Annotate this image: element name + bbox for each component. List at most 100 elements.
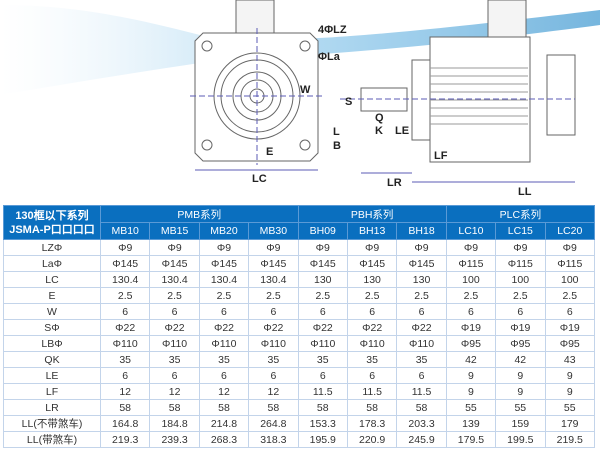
table-cell: 130.4 xyxy=(149,271,200,288)
table-cell: 9 xyxy=(445,383,497,400)
table-cell: Φ110 xyxy=(346,335,398,352)
table-cell: 12 xyxy=(198,383,250,400)
table-cell: 11.5 xyxy=(297,383,348,400)
table-row: LF 12 12 12 12 11.5 11.5 11.5 9 9 9 xyxy=(3,383,596,400)
table-cell: 100 xyxy=(495,271,546,288)
table-cell: 130.4 xyxy=(99,271,151,288)
label-le: LE xyxy=(395,125,409,137)
table-cell: 219.3 xyxy=(99,431,151,448)
label-l: L xyxy=(333,126,340,138)
table-cell: Φ9 xyxy=(99,239,151,256)
table-cell: 12 xyxy=(149,383,200,400)
table-cell: 100 xyxy=(544,271,596,288)
table-cell: Φ110 xyxy=(99,335,151,352)
table-cell: Φ115 xyxy=(495,255,546,272)
table-cell: 130 xyxy=(396,271,447,288)
table-cell: Φ9 xyxy=(396,239,447,256)
table-cell: 12 xyxy=(248,383,299,400)
label-b: B xyxy=(333,140,341,152)
table-cell: Φ9 xyxy=(198,239,250,256)
table-cell: 35 xyxy=(149,351,200,368)
table-cell: 130 xyxy=(297,271,348,288)
table-cell: Φ9 xyxy=(495,239,546,256)
table-cell: 6 xyxy=(297,367,348,384)
model-header: MB10 xyxy=(99,222,151,240)
table-cell: Φ9 xyxy=(248,239,299,256)
table-row: SΦ Φ22 Φ22 Φ22 Φ22 Φ22 Φ22 Φ22 Φ19 Φ19 Φ19 xyxy=(3,319,596,336)
table-cell: 6 xyxy=(99,367,151,384)
label-4-lz: 4ΦLZ xyxy=(318,24,347,36)
model-header: BH09 xyxy=(297,222,348,240)
front-view xyxy=(190,0,322,171)
table-cell: 2.5 xyxy=(149,287,200,304)
table-cell: Φ22 xyxy=(198,319,250,336)
table-cell: 43 xyxy=(544,351,596,368)
table-cell: 219.5 xyxy=(544,431,596,448)
table-cell: Φ19 xyxy=(544,319,596,336)
row-label: QK xyxy=(3,351,101,368)
table-cell: 139 xyxy=(445,415,497,432)
table-cell: 55 xyxy=(445,399,497,416)
table-cell: 239.3 xyxy=(149,431,200,448)
table-cell: Φ22 xyxy=(396,319,447,336)
table-cell: 42 xyxy=(495,351,546,368)
table-cell: 264.8 xyxy=(248,415,299,432)
table-cell: 6 xyxy=(248,367,299,384)
table-cell: 35 xyxy=(346,351,398,368)
table-cell: 184.8 xyxy=(149,415,200,432)
table-row: LR 58 58 58 58 58 58 58 55 55 55 xyxy=(3,399,596,416)
table-row: E 2.5 2.5 2.5 2.5 2.5 2.5 2.5 2.5 2.5 2.5 xyxy=(3,287,596,304)
table-cell: 179.5 xyxy=(445,431,497,448)
row-label: LE xyxy=(3,367,101,384)
table-cell: 245.9 xyxy=(396,431,447,448)
table-row: QK 35 35 35 35 35 35 35 42 42 43 xyxy=(3,351,596,368)
table-row: LZΦ Φ9 Φ9 Φ9 Φ9 Φ9 Φ9 Φ9 Φ9 Φ9 Φ9 xyxy=(3,239,596,256)
table-cell: Φ19 xyxy=(495,319,546,336)
table-cell: 55 xyxy=(495,399,546,416)
table-cell: Φ110 xyxy=(396,335,447,352)
table-cell: 6 xyxy=(99,303,151,320)
table-cell: 2.5 xyxy=(248,287,299,304)
table-cell: Φ110 xyxy=(198,335,250,352)
row-label: LaΦ xyxy=(3,255,101,272)
table-cell: 2.5 xyxy=(495,287,546,304)
group-header-plc: PLC系列 xyxy=(445,205,596,223)
row-label: LBΦ xyxy=(3,335,101,352)
table-cell: 6 xyxy=(198,303,250,320)
table-cell: Φ115 xyxy=(544,255,596,272)
table-cell: 35 xyxy=(198,351,250,368)
model-header: BH18 xyxy=(396,222,447,240)
table-cell: 6 xyxy=(198,367,250,384)
model-header: MB30 xyxy=(248,222,299,240)
group-header-pmb: PMB系列 xyxy=(100,205,299,223)
table-cell: 6 xyxy=(445,303,497,320)
table-cell: 9 xyxy=(495,383,546,400)
table-cell: Φ9 xyxy=(445,239,497,256)
table-cell: 6 xyxy=(495,303,546,320)
table-cell: 130.4 xyxy=(198,271,250,288)
table-cell: 2.5 xyxy=(544,287,596,304)
table-cell: 58 xyxy=(149,399,200,416)
table-cell: Φ9 xyxy=(297,239,348,256)
table-cell: 203.3 xyxy=(396,415,447,432)
table-cell: Φ95 xyxy=(445,335,497,352)
table-cell: 2.5 xyxy=(396,287,447,304)
row-label: LZΦ xyxy=(3,239,101,256)
table-row: LBΦ Φ110 Φ110 Φ110 Φ110 Φ110 Φ110 Φ110 Φ95 Φ95 Φ95 xyxy=(3,335,596,352)
table-cell: 2.5 xyxy=(99,287,151,304)
table-cell: 6 xyxy=(396,303,447,320)
model-header: MB15 xyxy=(149,222,200,240)
table-cell: 179 xyxy=(544,415,596,432)
table-cell: 9 xyxy=(495,367,546,384)
table-cell: Φ145 xyxy=(297,255,348,272)
table-cell: 9 xyxy=(445,367,497,384)
table-cell: 11.5 xyxy=(396,383,447,400)
table-cell: Φ145 xyxy=(99,255,151,272)
table-cell: 199.5 xyxy=(495,431,546,448)
table-cell: 6 xyxy=(396,367,447,384)
table-row: LC 130.4 130.4 130.4 130.4 130 130 130 100 100 100 xyxy=(3,271,596,288)
table-cell: 11.5 xyxy=(346,383,398,400)
table-cell: 42 xyxy=(445,351,497,368)
table-row: LaΦ Φ145 Φ145 Φ145 Φ145 Φ145 Φ145 Φ145 Φ115 Φ115 Φ… xyxy=(3,255,596,272)
